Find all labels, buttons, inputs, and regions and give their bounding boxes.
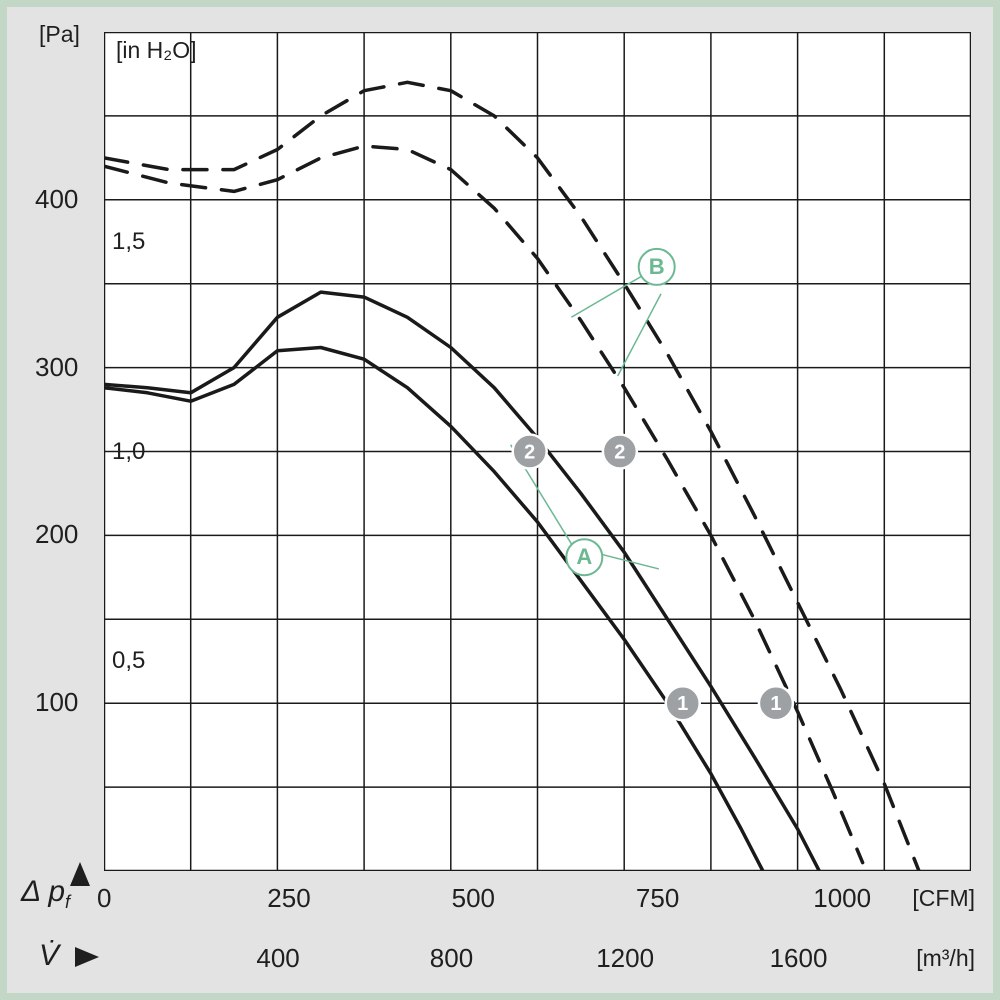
tick-xt-0: 0 <box>97 883 111 914</box>
chart-frame: [in H₂O] A B 2 2 1 1 [Pa] [CFM] [m³/h] Δ pf V̇… <box>7 7 993 993</box>
tick-yl-400: 400 <box>35 184 78 215</box>
svg-text:1: 1 <box>677 693 688 715</box>
y-arrow <box>70 862 90 886</box>
svg-text:1: 1 <box>770 693 781 715</box>
y-left-unit: [Pa] <box>39 21 80 48</box>
svg-text:2: 2 <box>524 442 535 464</box>
x-bottom-unit: [m³/h] <box>916 945 975 972</box>
chart-svg: [in H₂O] A B 2 2 1 1 <box>104 32 971 871</box>
tick-xt-250: 250 <box>267 883 310 914</box>
tick-yl-100: 100 <box>35 687 78 718</box>
tick-xb-800: 800 <box>430 943 473 974</box>
tick-yr-1.5: 1,5 <box>112 228 145 256</box>
x-top-unit: [CFM] <box>912 885 975 912</box>
svg-text:B: B <box>649 254 665 279</box>
tick-xb-400: 400 <box>256 943 299 974</box>
curve-A_inner <box>104 348 772 872</box>
curve-A_outer <box>104 292 832 871</box>
tick-xt-1000: 1000 <box>813 883 871 914</box>
x-arrow <box>75 947 99 967</box>
svg-text:2: 2 <box>614 442 625 464</box>
tick-yr-1: 1,0 <box>112 438 145 466</box>
curve-B_outer <box>104 82 919 871</box>
tick-xb-1200: 1200 <box>596 943 654 974</box>
plot-area: [in H₂O] A B 2 2 1 1 <box>104 32 971 871</box>
tick-yl-200: 200 <box>35 519 78 550</box>
tick-yl-300: 300 <box>35 352 78 383</box>
svg-text:A: A <box>576 544 592 569</box>
tick-xt-750: 750 <box>636 883 679 914</box>
x-symbol: V̇ <box>39 939 59 973</box>
y-symbol: Δ pf <box>21 875 70 913</box>
svg-text:[in H₂O]: [in H₂O] <box>116 37 197 63</box>
tick-yr-0.5: 0,5 <box>112 647 145 675</box>
tick-xb-1600: 1600 <box>770 943 828 974</box>
tick-xt-500: 500 <box>452 883 495 914</box>
